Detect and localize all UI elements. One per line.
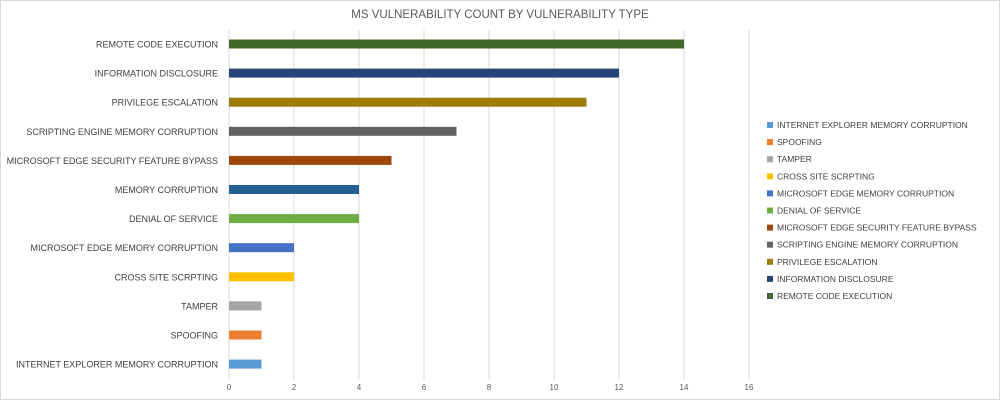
- legend-swatch: [767, 224, 773, 231]
- category-label: MICROSOFT EDGE MEMORY CORRUPTION: [30, 243, 218, 253]
- legend-swatch: [767, 275, 773, 282]
- legend-swatch: [767, 293, 773, 299]
- legend-label: TAMPER: [777, 154, 812, 164]
- x-tick-label: 4: [357, 383, 362, 392]
- category-label: CROSS SITE SCRPTING: [114, 272, 218, 282]
- category-label: PRIVILEGE ESCALATION: [112, 98, 218, 108]
- x-axis-tick-labels: 0 2 4 6 8 10 12 14 16: [227, 383, 754, 392]
- x-tick-label: 10: [550, 383, 559, 392]
- legend-label: INTERNET EXPLORER MEMORY CORRUPTION: [777, 120, 968, 130]
- category-label: MEMORY CORRUPTION: [115, 185, 218, 195]
- bar: [229, 301, 262, 311]
- x-tick-label: 12: [615, 383, 624, 392]
- legend-swatch: [767, 190, 773, 197]
- bar: [229, 97, 587, 107]
- legend-label: MICROSOFT EDGE MEMORY CORRUPTION: [777, 188, 954, 198]
- legend-label: MICROSOFT EDGE SECURITY FEATURE BYPASS: [777, 223, 977, 233]
- bar: [229, 155, 392, 165]
- legend-label: INFORMATION DISCLOSURE: [777, 274, 894, 284]
- legend-swatch: [767, 241, 773, 248]
- category-label: MICROSOFT EDGE SECURITY FEATURE BYPASS: [7, 156, 218, 166]
- gridlines: [228, 30, 750, 380]
- bars: [229, 39, 684, 369]
- bar: [229, 39, 684, 49]
- category-label: TAMPER: [181, 301, 218, 311]
- x-tick-label: 16: [745, 383, 754, 392]
- legend-label: SPOOFING: [777, 137, 822, 147]
- legend-swatch: [767, 139, 773, 146]
- legend-label: SCRIPTING ENGINE MEMORY CORRUPTION: [777, 240, 958, 250]
- category-label: SPOOFING: [170, 331, 218, 341]
- legend-label: PRIVILEGE ESCALATION: [777, 257, 877, 267]
- legend-label: DENIAL OF SERVICE: [777, 206, 861, 216]
- legend-label: CROSS SITE SCRPTING: [777, 171, 875, 181]
- legend-swatch: [767, 156, 773, 163]
- bar: [229, 330, 262, 340]
- x-tick-label: 0: [227, 383, 232, 392]
- bar: [229, 272, 294, 282]
- legend: INTERNET EXPLORER MEMORY CORRUPTION SPOOF…: [767, 120, 977, 301]
- category-label: SCRIPTING ENGINE MEMORY CORRUPTION: [26, 127, 218, 137]
- bar: [229, 185, 359, 194]
- x-tick-label: 14: [680, 383, 689, 392]
- category-label: DENIAL OF SERVICE: [129, 214, 218, 224]
- bar: [229, 68, 619, 78]
- legend-label: REMOTE CODE EXECUTION: [777, 291, 892, 301]
- chart-title: MS VULNERABILITY COUNT BY VULNERABILITY …: [351, 9, 649, 21]
- category-label: INTERNET EXPLORER MEMORY CORRUPTION: [16, 360, 218, 370]
- bar: [229, 214, 359, 224]
- legend-swatch: [767, 207, 773, 214]
- x-tick-label: 2: [292, 383, 297, 392]
- bar: [229, 243, 294, 253]
- legend-swatch: [767, 258, 773, 265]
- x-tick-label: 8: [487, 383, 492, 392]
- category-labels: REMOTE CODE EXECUTION INFORMATION DISCLOS…: [7, 40, 219, 370]
- legend-swatch: [767, 173, 773, 180]
- x-tick-label: 6: [422, 383, 427, 392]
- category-label: INFORMATION DISCLOSURE: [95, 69, 218, 79]
- legend-swatch: [767, 122, 773, 128]
- category-label: REMOTE CODE EXECUTION: [96, 40, 218, 50]
- bar: [229, 359, 262, 369]
- bar: [229, 126, 457, 136]
